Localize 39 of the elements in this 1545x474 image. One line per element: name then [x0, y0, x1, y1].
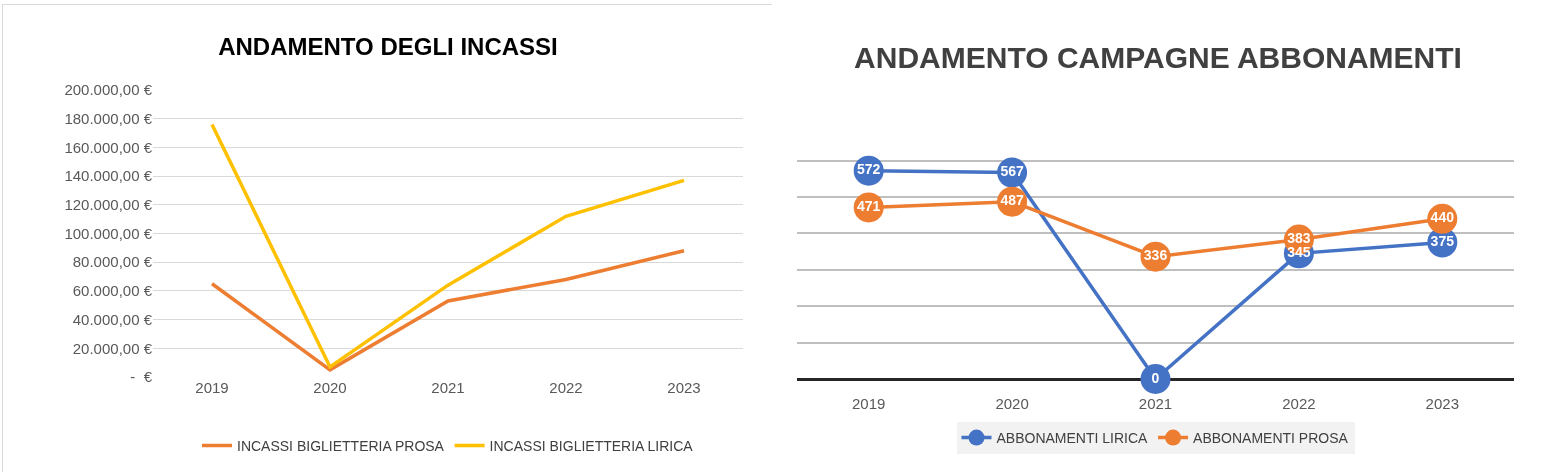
x-tick-label: 2023: [667, 379, 701, 396]
y-tick-label: 140.000,00 €: [64, 167, 153, 185]
point: [1140, 364, 1171, 394]
x-tick-label: 2023: [1425, 395, 1459, 412]
data-label: 471: [857, 197, 881, 214]
x-tick-label: 2020: [313, 379, 347, 396]
legend-label: INCASSI BIGLIETTERIA PROSA: [237, 437, 445, 454]
data-label: 375: [1430, 232, 1455, 249]
line-series: [210, 122, 686, 369]
line-series: [210, 248, 686, 372]
data-label: 336: [1143, 247, 1168, 264]
y-tick-label: 40.000,00 €: [72, 310, 153, 328]
x-tick-label: 2022: [1282, 395, 1316, 412]
x-tick-label: 2019: [195, 379, 229, 396]
chart-title: ANDAMENTO CAMPAGNE ABBONAMENTI: [854, 41, 1462, 75]
data-label: 440: [1430, 209, 1455, 226]
legend-label: ABBONAMENTI LIRICA: [996, 430, 1149, 447]
y-tick-label: 60.000,00 €: [72, 282, 153, 300]
legend-label: ABBONAMENTI PROSA: [1193, 430, 1349, 447]
x-tick-label: 2020: [995, 395, 1029, 412]
data-label: 383: [1287, 230, 1311, 247]
data-label: 487: [1000, 192, 1024, 209]
x-tick-label: 2021: [1138, 395, 1173, 412]
y-tick-label: 120.000,00 €: [64, 196, 153, 214]
y-tick-label: 80.000,00 €: [72, 253, 153, 271]
y-tick-label: - €: [130, 368, 153, 386]
x-tick-label: 2022: [549, 379, 583, 396]
data-label: 0: [1151, 369, 1160, 386]
y-tick-label: 100.000,00 €: [64, 224, 153, 242]
y-tick-label: 200.000,00 €: [64, 81, 153, 99]
data-label: 572: [857, 161, 881, 178]
y-tick-label: 180.000,00 €: [64, 109, 153, 127]
y-tick-label: 160.000,00 €: [64, 138, 153, 156]
data-label: 567: [1000, 163, 1024, 180]
chart-title: ANDAMENTO DEGLI INCASSI: [218, 32, 558, 60]
y-tick-label: 20.000,00 €: [72, 339, 153, 357]
legend-label: INCASSI BIGLIETTERIA LIRICA: [489, 437, 694, 454]
x-tick-label: 2019: [852, 395, 886, 412]
x-tick-label: 2021: [431, 379, 465, 396]
